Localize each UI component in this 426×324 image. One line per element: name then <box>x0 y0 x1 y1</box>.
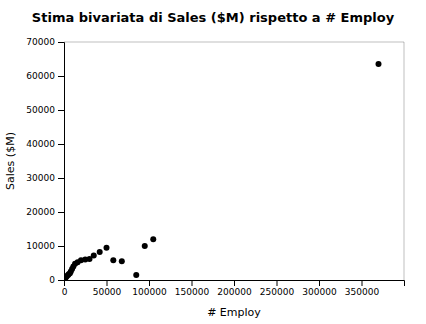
tick-label: 30000 <box>26 173 55 183</box>
axis-line <box>58 43 65 281</box>
tick: 10000 <box>26 241 64 251</box>
tick: 0 <box>62 280 68 297</box>
tick: 70000 <box>26 37 64 47</box>
tick: 150000 <box>175 280 210 297</box>
tick-mark <box>58 42 64 43</box>
tick-label: 250000 <box>260 287 295 297</box>
tick-mark <box>58 110 64 111</box>
point <box>110 257 116 263</box>
chart-svg: Stima bivariata di Sales ($M) rispetto a… <box>0 0 426 324</box>
tick-label: 100000 <box>132 287 167 297</box>
tick: 100000 <box>132 280 167 297</box>
x-axis-title: # Employ <box>207 306 261 319</box>
tick-mark <box>58 178 64 179</box>
tick: 250000 <box>260 280 295 297</box>
tick: 30000 <box>26 173 64 183</box>
tick-label: 150000 <box>175 287 210 297</box>
tick-label: 200000 <box>217 287 252 297</box>
x-axis: 0 50000 100000 150000 200000 250000 300000 3500… <box>62 280 405 297</box>
point <box>376 61 382 67</box>
tick: 50000 <box>93 280 122 297</box>
tick-label: 50000 <box>26 105 55 115</box>
point <box>119 258 125 264</box>
tick-mark <box>58 144 64 145</box>
tick-mark <box>58 246 64 247</box>
tick-mark <box>58 212 64 213</box>
y-axis-title: Sales ($M) <box>4 132 17 190</box>
tick-mark <box>192 280 193 286</box>
tick-label: 50000 <box>93 287 122 297</box>
tick-mark <box>277 280 278 286</box>
point <box>133 272 139 278</box>
plot-area: 0500001000001500002000002500003000003500… <box>26 37 404 297</box>
chart-title: Stima bivariata di Sales ($M) rispetto a… <box>32 10 395 25</box>
tick-label: 20000 <box>26 207 55 217</box>
tick: 20000 <box>26 207 64 217</box>
tick: 0 <box>49 275 64 285</box>
tick-label: 40000 <box>26 139 55 149</box>
tick-label: 0 <box>49 275 55 285</box>
tick-label: 10000 <box>26 241 55 251</box>
tick-label: 350000 <box>345 287 380 297</box>
tick: 40000 <box>26 139 64 149</box>
tick-mark <box>234 280 235 286</box>
point <box>142 243 148 249</box>
point <box>104 245 110 251</box>
tick: 50000 <box>26 105 64 115</box>
point <box>150 236 156 242</box>
tick-mark <box>107 280 108 286</box>
tick-mark <box>149 280 150 286</box>
tick-mark <box>58 76 64 77</box>
tick-mark <box>58 280 64 281</box>
frame-line <box>64 42 404 43</box>
tick: 300000 <box>302 280 337 297</box>
tick: 60000 <box>26 71 64 81</box>
frame-line <box>404 42 405 280</box>
tick: 200000 <box>217 280 252 297</box>
chart-container: Stima bivariata di Sales ($M) rispetto a… <box>0 0 426 324</box>
tick-mark <box>319 280 320 286</box>
tick-label: 60000 <box>26 71 55 81</box>
point <box>91 253 97 259</box>
tick: 350000 <box>345 280 380 297</box>
points <box>64 61 381 280</box>
tick-label: 70000 <box>26 37 55 47</box>
axis-line <box>65 281 405 287</box>
y-axis: 0 10000 20000 30000 40000 50000 60000 70000 <box>26 37 64 285</box>
tick-label: 300000 <box>302 287 337 297</box>
tick-label: 0 <box>62 287 68 297</box>
point <box>97 249 103 255</box>
tick-mark <box>362 280 363 286</box>
